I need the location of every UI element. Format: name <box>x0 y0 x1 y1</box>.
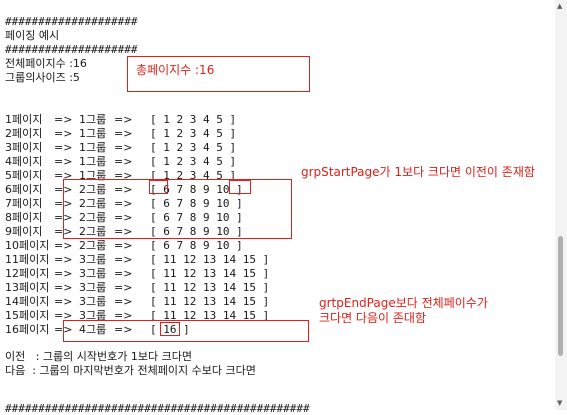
row-13-nums: [ 11 12 13 14 15 ] <box>150 281 270 294</box>
row-1-group: 1그룹 <box>79 113 107 126</box>
row-16-page: 16페이지 <box>5 323 50 336</box>
row-9-page: 9페이지 <box>5 225 43 238</box>
row-5-nums: [ 1 2 3 4 5 ] <box>150 169 237 182</box>
console-title: 페이징 예시 <box>5 29 60 42</box>
row-7-nums: [ 6 7 8 9 10 ] <box>150 197 243 210</box>
last-page-highlight <box>160 322 180 336</box>
separator-bottom: ########################################… <box>5 402 310 415</box>
separator-top-2: #################### <box>5 43 138 56</box>
row-7-arrow2: => <box>114 197 133 210</box>
row-3-group: 1그룹 <box>79 141 107 154</box>
row-3-arrow1: => <box>54 141 73 154</box>
scroll-down-arrow-icon[interactable]: ▼ <box>557 399 563 407</box>
row-13-arrow1: => <box>54 281 73 294</box>
row-11-page: 11페이지 <box>5 253 50 266</box>
row-11-arrow1: => <box>54 253 73 266</box>
row-6-page: 6페이지 <box>5 183 43 196</box>
row-15-arrow1: => <box>54 309 73 322</box>
row-4-arrow1: => <box>54 155 73 168</box>
row-6-arrow2: => <box>114 183 133 196</box>
row-14-group: 3그룹 <box>79 295 107 308</box>
row-10-page: 10페이지 <box>5 239 50 252</box>
row-5-page: 5페이지 <box>5 169 43 182</box>
row-7-page: 7페이지 <box>5 197 43 210</box>
row-10-arrow1: => <box>54 239 73 252</box>
total-pages-line: 전체페이지수 :16 <box>5 57 87 70</box>
row-12-arrow2: => <box>114 267 133 280</box>
total-pages-annotation: 총페이지수 :16 <box>136 63 215 77</box>
row-9-arrow2: => <box>114 225 133 238</box>
row-11-group: 3그룹 <box>79 253 107 266</box>
row-15-nums: [ 11 12 13 14 15 ] <box>150 309 270 322</box>
row-8-nums: [ 6 7 8 9 10 ] <box>150 211 243 224</box>
row-12-arrow1: => <box>54 267 73 280</box>
row-14-page: 14페이지 <box>5 295 50 308</box>
next-exists-annotation-2: 크다면 다음이 존대함 <box>319 311 426 325</box>
row-4-page: 4페이지 <box>5 155 43 168</box>
row-13-group: 3그룹 <box>79 281 107 294</box>
row-6-group: 2그룹 <box>79 183 107 196</box>
start-page-highlight <box>149 180 168 194</box>
group2-annotation-box <box>63 179 292 239</box>
row-12-group: 3그룹 <box>79 267 107 280</box>
row-5-group: 1그룹 <box>79 169 107 182</box>
row-8-arrow2: => <box>114 211 133 224</box>
row-3-arrow2: => <box>114 141 133 154</box>
row-15-arrow2: => <box>114 309 133 322</box>
row-1-arrow2: => <box>114 113 133 126</box>
total-pages-annotation-box <box>127 56 310 92</box>
row-11-nums: [ 11 12 13 14 15 ] <box>150 253 270 266</box>
row-1-nums: [ 1 2 3 4 5 ] <box>150 113 237 126</box>
row-2-nums: [ 1 2 3 4 5 ] <box>150 127 237 140</box>
row-2-arrow1: => <box>54 127 73 140</box>
row-1-page: 1페이지 <box>5 113 43 126</box>
row-3-nums: [ 1 2 3 4 5 ] <box>150 141 237 154</box>
legend-prev: 이전 : 그룹의 시작번호가 1보다 크다면 <box>5 350 192 363</box>
row-1-arrow1: => <box>54 113 73 126</box>
row-16-arrow2: => <box>114 323 133 336</box>
row-10-nums: [ 6 7 8 9 10 ] <box>150 239 243 252</box>
row-7-group: 2그룹 <box>79 197 107 210</box>
row-8-group: 2그룹 <box>79 211 107 224</box>
row-16-group: 4그룹 <box>79 323 107 336</box>
group-size-line: 그룹의사이즈 :5 <box>5 71 80 84</box>
row-9-group: 2그룹 <box>79 225 107 238</box>
group4-annotation-box <box>63 320 309 342</box>
row-13-page: 13페이지 <box>5 281 50 294</box>
row-14-arrow1: => <box>54 295 73 308</box>
row-4-nums: [ 1 2 3 4 5 ] <box>150 155 237 168</box>
end-page-highlight <box>229 180 251 194</box>
row-10-arrow2: => <box>114 239 133 252</box>
row-13-arrow2: => <box>114 281 133 294</box>
row-12-page: 12페이지 <box>5 267 50 280</box>
row-3-page: 3페이지 <box>5 141 43 154</box>
row-10-group: 2그룹 <box>79 239 107 252</box>
row-5-arrow2: => <box>114 169 133 182</box>
vertical-scrollbar[interactable]: ▲ ▼ <box>555 0 567 410</box>
row-15-page: 15페이지 <box>5 309 50 322</box>
row-2-group: 1그룹 <box>79 127 107 140</box>
row-4-arrow2: => <box>114 155 133 168</box>
row-15-group: 3그룹 <box>79 309 107 322</box>
prev-exists-annotation: grpStartPage가 1보다 크다면 이전이 존재함 <box>301 165 535 179</box>
row-9-nums: [ 6 7 8 9 10 ] <box>150 225 243 238</box>
separator-top-1: #################### <box>5 15 138 28</box>
row-14-nums: [ 11 12 13 14 15 ] <box>150 295 270 308</box>
row-11-arrow2: => <box>114 253 133 266</box>
legend-next: 다음 : 그룹의 마지막번호가 전체페이지 수보다 크다면 <box>5 364 256 377</box>
scrollbar-thumb[interactable] <box>558 236 563 356</box>
scroll-up-arrow-icon[interactable]: ▲ <box>557 2 563 10</box>
row-5-arrow1: => <box>54 169 73 182</box>
row-2-arrow2: => <box>114 127 133 140</box>
row-12-nums: [ 11 12 13 14 15 ] <box>150 267 270 280</box>
next-exists-annotation-1: grtpEndPage보다 전체페이수가 <box>319 296 488 310</box>
row-6-nums: [ 6 7 8 9 10 ] <box>150 183 243 196</box>
row-8-page: 8페이지 <box>5 211 43 224</box>
row-4-group: 1그룹 <box>79 155 107 168</box>
row-2-page: 2페이지 <box>5 127 43 140</box>
row-14-arrow2: => <box>114 295 133 308</box>
